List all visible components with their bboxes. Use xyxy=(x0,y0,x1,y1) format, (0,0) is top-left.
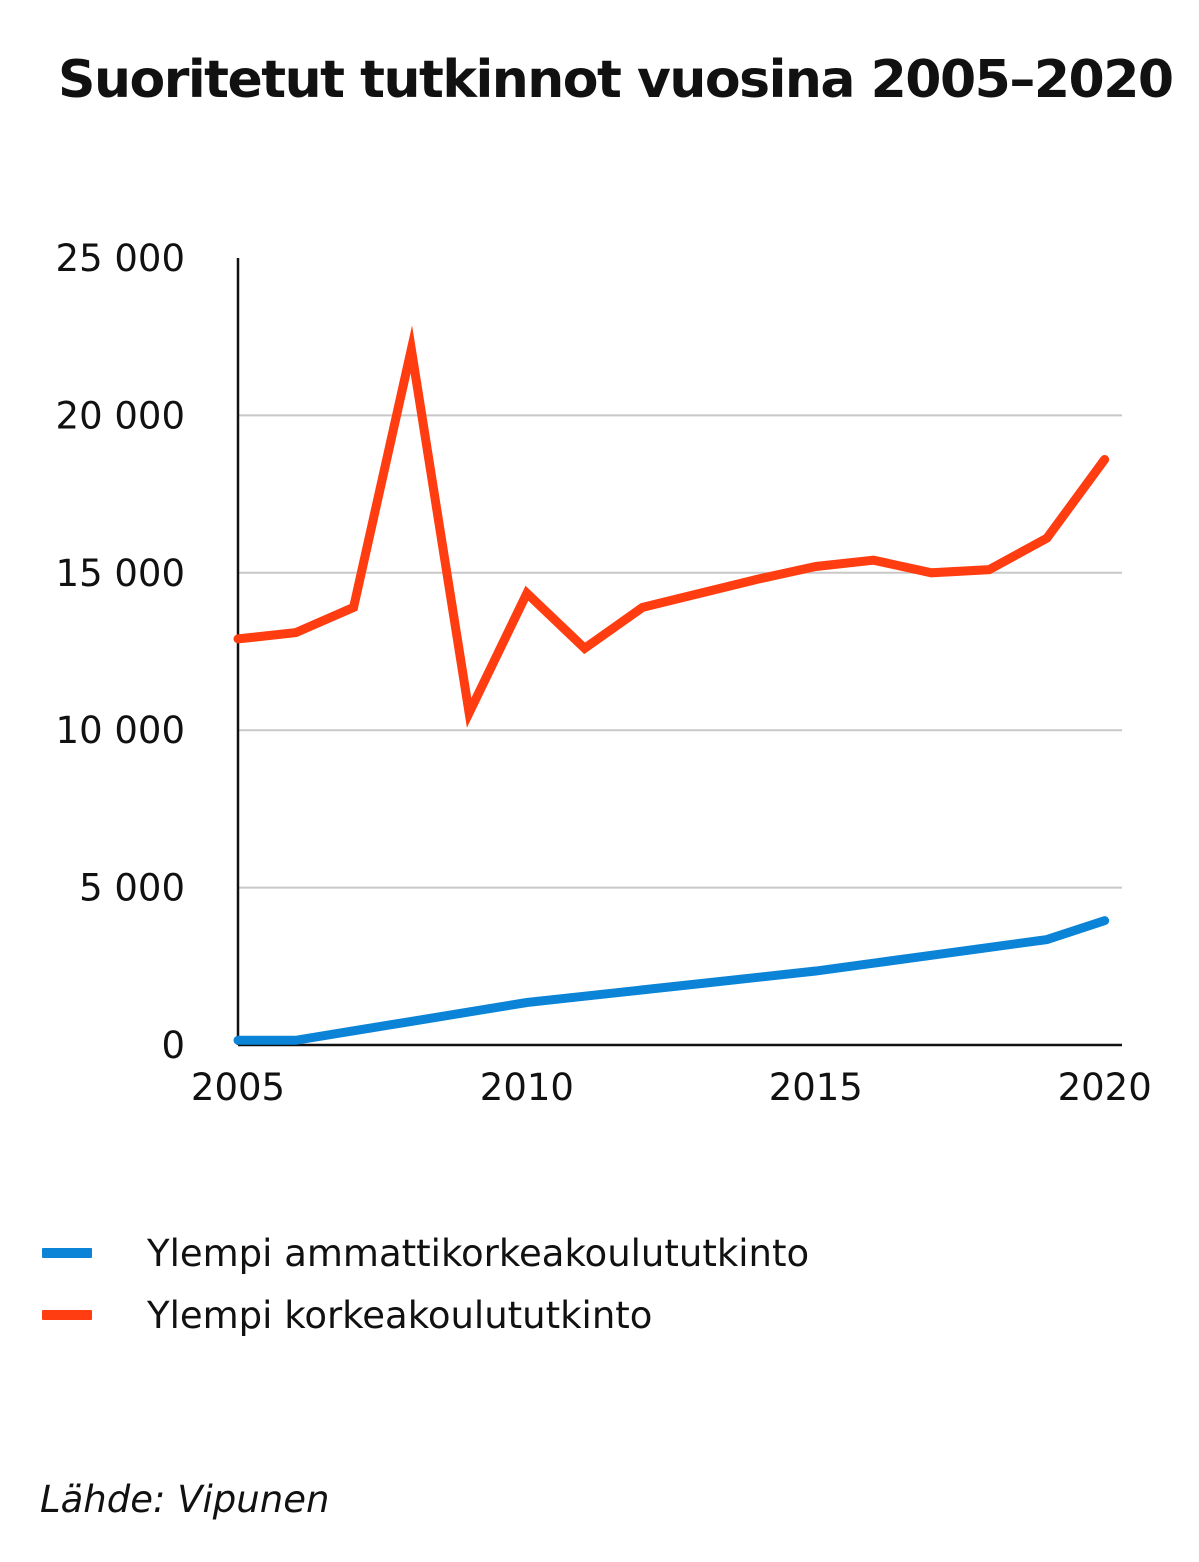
x-tick-label: 2015 xyxy=(769,1066,863,1109)
series-line-1 xyxy=(233,325,1110,728)
x-tick-label: 2020 xyxy=(1058,1066,1152,1109)
series-line-0 xyxy=(233,916,1110,1045)
y-tick-label: 15 000 xyxy=(56,552,185,595)
y-tick-label: 5 000 xyxy=(79,867,185,910)
legend: Ylempi ammattikorkeakoulututkinto Ylempi… xyxy=(42,1222,809,1346)
x-tick-label: 2010 xyxy=(480,1066,574,1109)
legend-item-ylempi-korkeakoulututkinto: Ylempi korkeakoulututkinto xyxy=(42,1284,809,1346)
legend-label: Ylempi korkeakoulututkinto xyxy=(147,1293,653,1337)
y-tick-label: 0 xyxy=(161,1024,185,1067)
y-tick-label: 10 000 xyxy=(56,709,185,752)
series-lines xyxy=(233,325,1110,1045)
x-tick-label: 2005 xyxy=(191,1066,285,1109)
chart-title: Suoritetut tutkinnot vuosina 2005–2020 xyxy=(58,50,1174,110)
legend-item-ylempi-ammattikorkeakoulututkinto: Ylempi ammattikorkeakoulututkinto xyxy=(42,1222,809,1284)
y-tick-labels: 0 5 000 10 000 15 000 20 000 25 000 xyxy=(56,237,185,1067)
legend-swatch-orange xyxy=(42,1310,92,1320)
source-note: Lähde: Vipunen xyxy=(40,1478,330,1521)
gridlines xyxy=(238,414,1122,889)
legend-label: Ylempi ammattikorkeakoulututkinto xyxy=(147,1231,810,1275)
axes xyxy=(236,258,1122,1047)
legend-swatch-blue xyxy=(42,1248,92,1258)
x-tick-labels: 2005 2010 2015 2020 xyxy=(191,1066,1152,1109)
y-tick-label: 25 000 xyxy=(56,237,185,280)
y-tick-label: 20 000 xyxy=(56,394,185,437)
